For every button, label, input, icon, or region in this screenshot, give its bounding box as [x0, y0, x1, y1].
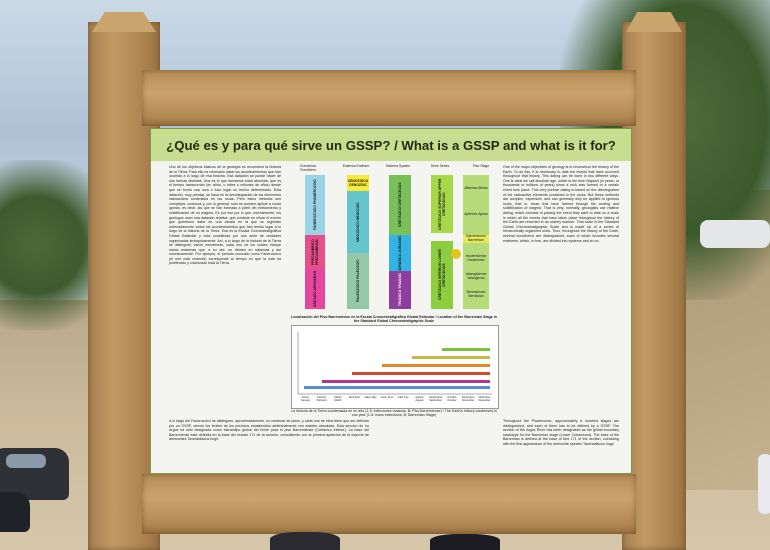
history-bar: [412, 356, 490, 359]
history-bar: [352, 372, 490, 375]
col-header-eonothem: Eonotema Eonothem: [300, 164, 316, 172]
col-header-series: Serie Series: [430, 164, 450, 168]
person-edge: [758, 454, 770, 514]
person-foreground: [430, 534, 500, 550]
history-bars: [297, 332, 492, 395]
stage-aptian: Aptiense Aptian: [464, 212, 488, 216]
block-triassic: TRIÁSICO TRIASSIC: [389, 271, 411, 309]
english-intro-text: One of the major objectives of geology i…: [503, 165, 619, 243]
stage-albian: Albiense Albian: [464, 186, 488, 190]
history-bar: [382, 364, 490, 367]
parked-car-dark: [0, 448, 69, 500]
block-cenozoic: CENOZOICO CENOZOIC: [347, 175, 369, 191]
parked-car-white: [700, 220, 770, 248]
block-jurassic: JURÁSICO JURASSIC: [389, 235, 411, 271]
month-label: Febrero February: [316, 396, 327, 402]
strat-chart-caption: Localización del Piso Barremiense en la …: [291, 315, 497, 324]
block-upper-cretaceous: CRETÁCICO SUPERIOR UPPER CRETACEOUS: [431, 175, 453, 233]
earth-history-chart: Enero January Febrero February Marzo March…: [291, 325, 499, 409]
spanish-intro-text: Uno de los objetivos básicos de la geolo…: [169, 165, 281, 266]
stage-hauterivian: Hauteriviense Hauterivian: [465, 254, 487, 262]
golden-spike-icon: [451, 249, 461, 259]
wooden-beam-top: [142, 70, 636, 126]
col-header-system: Sistema System: [385, 164, 411, 168]
info-sign-panel: ¿Qué es y para qué sirve un GSSP? / What…: [150, 128, 632, 474]
sign-title: ¿Qué es y para qué sirve un GSSP? / What…: [166, 137, 616, 153]
block-precambrian: PRECÁMBRICO PRECAMBRIAN: [305, 235, 325, 269]
chronostratigraphic-chart: Eonotema Eonothem Eratema Erathem Sistem…: [291, 164, 497, 323]
post-cap-right: [626, 12, 682, 32]
block-lower-cretaceous: CRETÁCICO INFERIOR LOWER CRETACEOUS: [431, 241, 453, 309]
car-window: [6, 454, 46, 468]
month-label: Octubre October: [447, 396, 457, 402]
spanish-gssp-text: A lo largo del Fanerozoico se distinguen…: [169, 419, 369, 442]
stage-berriasian: Berriasiense Berriasian: [466, 290, 486, 298]
month-label: Agosto August: [415, 396, 424, 402]
english-gssp-text: Throughout the Phanerozoic, approximatel…: [503, 419, 619, 446]
sign-title-bar: ¿Qué es y para qué sirve un GSSP? / What…: [151, 129, 631, 161]
col-header-stage: Piso Stage: [472, 164, 490, 168]
month-label: Abril April: [348, 396, 360, 399]
history-bar: [304, 386, 490, 389]
post-cap-left: [92, 12, 156, 32]
month-label: Mayo May: [364, 396, 377, 399]
wooden-beam-bottom: [142, 474, 636, 534]
history-bar: [442, 348, 490, 351]
month-label: Junio June: [380, 396, 394, 399]
month-axis: Enero January Febrero February Marzo March…: [298, 396, 492, 402]
month-label: Septiembre September: [428, 396, 443, 402]
month-label: Marzo March: [334, 396, 342, 402]
block-paleozoic: PALEOZOICO PALEOZOIC: [347, 253, 369, 309]
stage-valanginian: Valanginiense Valanginian: [465, 272, 487, 280]
month-label: Enero January: [300, 396, 311, 402]
block-archaean: ARCAICO ARCHAEAN: [305, 269, 325, 309]
block-mesozoic: MESOZOICO MESOZOIC: [347, 191, 369, 253]
parked-car-black: [0, 492, 30, 532]
stage-barremian: Barremiense Barremian: [463, 234, 489, 243]
history-bar: [322, 380, 490, 383]
person-foreground: [270, 532, 340, 550]
block-cretaceous: CRETÁCICO CRETACEOUS: [389, 175, 411, 235]
month-label: Julio July: [397, 396, 409, 399]
block-phanerozoic: FANEROZOICO PHANEROZOIC: [305, 175, 325, 235]
col-header-erathem: Eratema Erathem: [342, 164, 370, 168]
history-chart-caption: La historia de la Tierra condensada en u…: [291, 409, 497, 418]
month-label: Noviembre November: [461, 396, 475, 402]
month-label: Diciembre December: [478, 396, 491, 402]
